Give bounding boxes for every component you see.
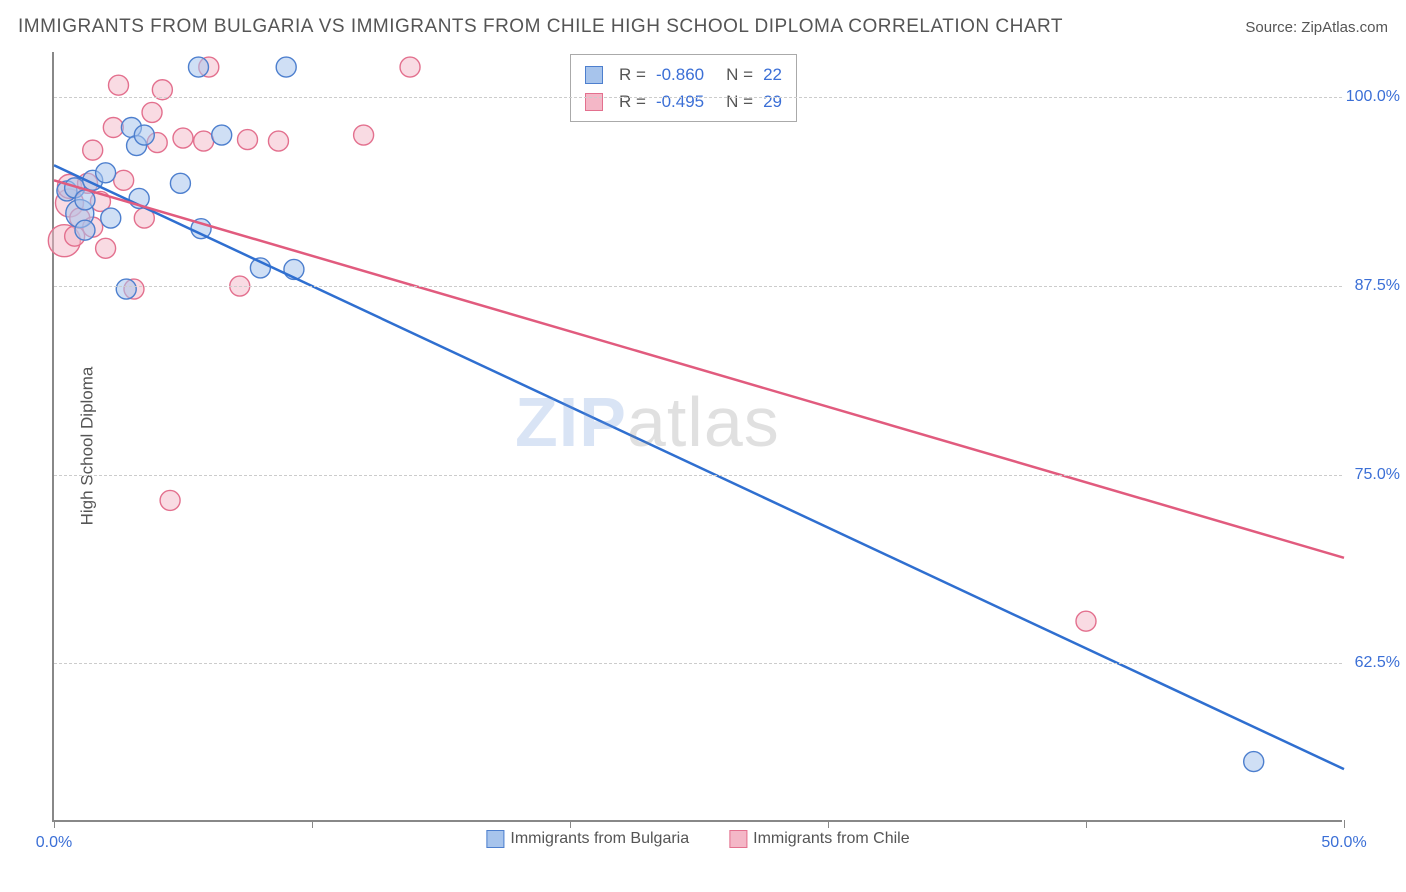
source-credit: Source: ZipAtlas.com — [1245, 19, 1388, 36]
legend-swatch — [729, 830, 747, 848]
gridline — [54, 97, 1342, 98]
marker-bulgaria — [75, 220, 95, 240]
series-legend: Immigrants from Bulgaria Immigrants from … — [486, 830, 909, 848]
legend-row-bulgaria: R = -0.860 N = 22 — [585, 61, 782, 88]
marker-chile — [268, 131, 288, 151]
marker-bulgaria — [134, 125, 154, 145]
marker-chile — [142, 102, 162, 122]
chart-svg — [54, 52, 1342, 820]
marker-bulgaria — [276, 57, 296, 77]
marker-chile — [173, 128, 193, 148]
marker-chile — [354, 125, 374, 145]
y-tick-label: 62.5% — [1355, 654, 1400, 672]
marker-chile — [103, 117, 123, 137]
legend-swatch — [585, 66, 603, 84]
marker-bulgaria — [96, 163, 116, 183]
marker-chile — [96, 238, 116, 258]
source-name: ZipAtlas.com — [1301, 19, 1388, 36]
marker-chile — [114, 170, 134, 190]
x-tick — [1344, 820, 1345, 828]
marker-chile — [400, 57, 420, 77]
y-tick-label: 75.0% — [1355, 466, 1400, 484]
source-prefix: Source: — [1245, 19, 1301, 36]
marker-bulgaria — [116, 279, 136, 299]
marker-bulgaria — [75, 190, 95, 210]
x-tick — [54, 820, 55, 828]
legend-swatch — [486, 830, 504, 848]
plot-area: ZIPatlas R = -0.860N = 22R = -0.495N = 2… — [52, 52, 1342, 822]
legend-r-label: R = — [619, 88, 646, 115]
x-tick-label: 0.0% — [36, 834, 72, 852]
gridline — [54, 286, 1342, 287]
y-tick-label: 100.0% — [1346, 88, 1400, 106]
regression-chile — [54, 180, 1344, 557]
x-tick — [828, 820, 829, 828]
marker-chile — [194, 131, 214, 151]
marker-bulgaria — [1244, 752, 1264, 772]
marker-bulgaria — [212, 125, 232, 145]
x-tick — [1086, 820, 1087, 828]
legend-swatch — [585, 93, 603, 111]
legend-n-label: N = — [726, 61, 753, 88]
series-label: Immigrants from Chile — [753, 830, 909, 847]
marker-bulgaria — [170, 173, 190, 193]
marker-chile — [160, 490, 180, 510]
y-tick-label: 87.5% — [1355, 277, 1400, 295]
x-tick — [312, 820, 313, 828]
correlation-legend: R = -0.860 N = 22 R = -0.495 N = 29 — [570, 54, 797, 122]
x-tick — [570, 820, 571, 828]
header: IMMIGRANTS FROM BULGARIA VS IMMIGRANTS F… — [18, 16, 1388, 38]
marker-bulgaria — [101, 208, 121, 228]
legend-r-label: R = — [619, 61, 646, 88]
gridline — [54, 663, 1342, 664]
legend-r-value: -0.495 — [656, 88, 704, 115]
marker-chile — [1076, 611, 1096, 631]
series-label: Immigrants from Bulgaria — [510, 830, 689, 847]
marker-chile — [109, 75, 129, 95]
legend-r-value: -0.860 — [656, 61, 704, 88]
gridline — [54, 475, 1342, 476]
chart-title: IMMIGRANTS FROM BULGARIA VS IMMIGRANTS F… — [18, 16, 1063, 38]
regression-bulgaria — [54, 165, 1344, 769]
marker-bulgaria — [188, 57, 208, 77]
legend-n-value: 22 — [763, 61, 782, 88]
legend-n-label: N = — [726, 88, 753, 115]
legend-n-value: 29 — [763, 88, 782, 115]
x-tick-label: 50.0% — [1321, 834, 1366, 852]
marker-chile — [83, 140, 103, 160]
legend-row-chile: R = -0.495 N = 29 — [585, 88, 782, 115]
marker-chile — [238, 130, 258, 150]
series-legend-item-chile: Immigrants from Chile — [729, 830, 909, 848]
series-legend-item-bulgaria: Immigrants from Bulgaria — [486, 830, 689, 848]
